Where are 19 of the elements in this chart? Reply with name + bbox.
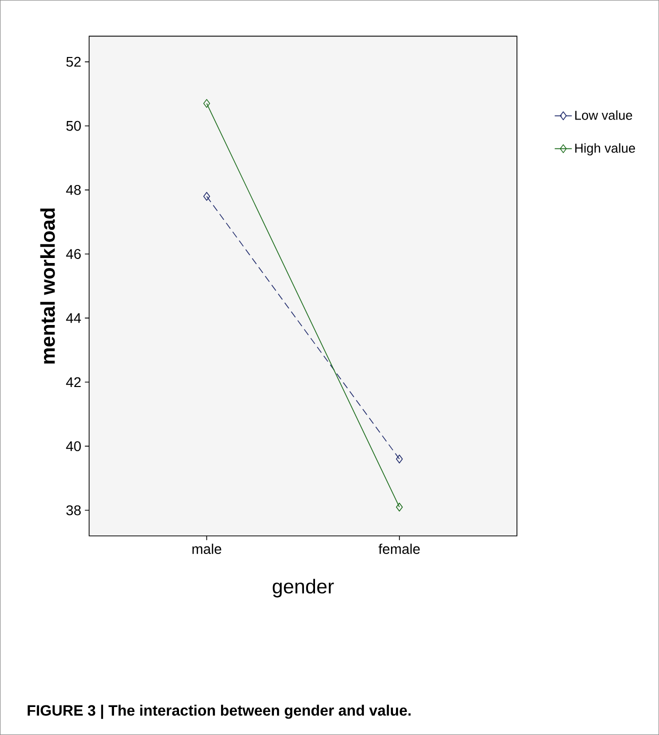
y-tick-label: 42	[66, 377, 81, 388]
y-tick-label: 38	[66, 505, 81, 516]
legend-label: High value	[575, 143, 635, 156]
y-tick-label: 44	[66, 313, 81, 323]
point	[396, 454, 403, 464]
y-axis-title: mental workload	[40, 208, 55, 364]
point	[203, 99, 210, 108]
y-tick-label: 40	[66, 441, 81, 452]
y-tick-label: 52	[66, 56, 81, 67]
y-tick-label: 46	[66, 249, 81, 259]
x-axis-title: gender	[272, 578, 334, 598]
point	[203, 192, 210, 201]
text: FIGURE 3 | The interaction between gender and value.	[28, 704, 411, 719]
legend-label: Low value	[575, 110, 632, 120]
y-tick-label: 50	[66, 120, 81, 131]
x-tick-label: male	[192, 544, 222, 554]
y-tick-label: 48	[66, 184, 81, 195]
point	[396, 502, 403, 512]
x-tick-label: female	[378, 544, 420, 554]
